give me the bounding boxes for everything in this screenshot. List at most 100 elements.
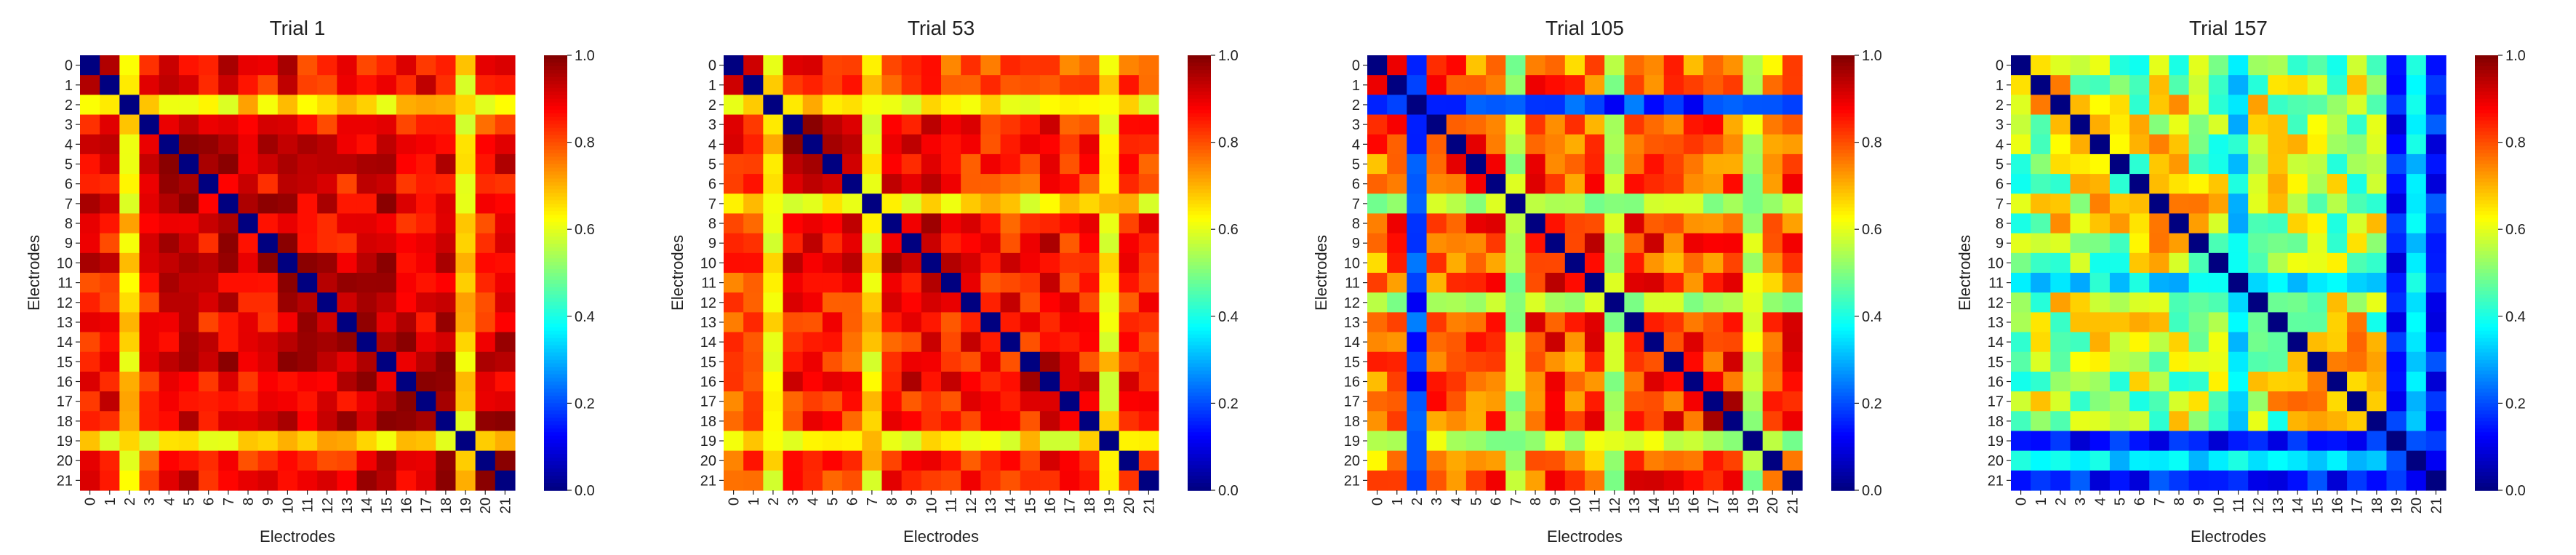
- heatmap-cell: [80, 470, 100, 491]
- colorbar-segment: [1831, 418, 1855, 423]
- colorbar-segment: [2475, 356, 2498, 361]
- heatmap-cell: [2188, 114, 2209, 135]
- colorbar-segment: [544, 255, 567, 259]
- heatmap-cell: [257, 55, 279, 76]
- heatmap-cell: [1683, 450, 1704, 471]
- heatmap-cell: [2406, 292, 2427, 313]
- heatmap-cell: [317, 312, 337, 333]
- x-tick-label: 8: [884, 498, 900, 506]
- heatmap-cell: [1585, 174, 1605, 194]
- heatmap-cell: [822, 470, 843, 491]
- heatmap-cell: [2188, 95, 2209, 116]
- colorbar-segment: [544, 370, 567, 375]
- heatmap-cell: [1426, 193, 1447, 215]
- heatmap-cell: [1723, 252, 1744, 273]
- heatmap-cell: [1138, 114, 1159, 135]
- colorbar-segment: [1831, 200, 1855, 205]
- heatmap-cell: [100, 114, 120, 135]
- heatmap-cell: [1099, 411, 1120, 432]
- heatmap-cell: [2188, 233, 2209, 254]
- heatmap-cell: [2109, 332, 2130, 353]
- heatmap-cell: [238, 193, 259, 215]
- colorbar-segment: [544, 341, 567, 346]
- heatmap-cell: [2031, 312, 2051, 333]
- heatmap-cell: [980, 411, 1001, 432]
- heatmap-cell: [901, 273, 922, 293]
- heatmap-cell: [1119, 273, 1140, 293]
- heatmap-cell: [1703, 174, 1724, 194]
- heatmap-cell: [1644, 134, 1665, 155]
- heatmap-cell: [218, 332, 239, 353]
- heatmap-cell: [2347, 332, 2367, 353]
- y-tick-label: 9: [708, 236, 716, 252]
- heatmap-cell: [941, 75, 961, 95]
- heatmap-cell: [1703, 75, 1724, 95]
- heatmap-cell: [842, 153, 863, 175]
- heatmap-cell: [495, 75, 516, 95]
- heatmap-cell: [178, 134, 199, 155]
- heatmap-cell: [1079, 411, 1100, 432]
- heatmap-cell: [2386, 431, 2407, 452]
- heatmap-cell: [743, 233, 764, 254]
- heatmap-cell: [2169, 213, 2190, 234]
- colorbar-segment: [1188, 84, 1211, 89]
- y-tick-label: 5: [65, 157, 73, 173]
- heatmap-cell: [1743, 55, 1764, 76]
- heatmap-cell: [1407, 332, 1428, 353]
- heatmap-cell: [1486, 153, 1506, 175]
- heatmap-cell: [921, 252, 942, 273]
- heatmap-cell: [1505, 391, 1527, 412]
- heatmap-cell: [842, 332, 863, 353]
- heatmap-cell: [2011, 252, 2031, 273]
- y-tick-label: 18: [1988, 414, 2004, 430]
- heatmap-cell: [1119, 153, 1140, 175]
- heatmap-cell: [396, 174, 417, 194]
- heatmap-cell: [2347, 174, 2367, 194]
- heatmap-cell: [1119, 411, 1140, 432]
- heatmap-cell: [2070, 252, 2091, 273]
- heatmap-cell: [1585, 95, 1605, 116]
- heatmap-cell: [1743, 292, 1764, 313]
- heatmap-cell: [238, 213, 259, 234]
- colorbar-segment: [2475, 138, 2498, 143]
- heatmap-cell: [2228, 174, 2249, 194]
- colorbar-segment: [1831, 290, 1855, 295]
- y-tick-label: 0: [65, 58, 73, 74]
- heatmap-cell: [1782, 351, 1803, 372]
- x-tick-label: 17: [1706, 498, 1722, 514]
- heatmap-cell: [842, 174, 863, 194]
- colorbar-segment: [544, 244, 567, 248]
- heatmap-cell: [941, 273, 961, 293]
- heatmap-cell: [1663, 55, 1684, 76]
- heatmap-cell: [2050, 114, 2071, 135]
- colorbar-segment: [544, 399, 567, 404]
- heatmap-cell: [2109, 273, 2130, 293]
- heatmap-cell: [783, 431, 804, 452]
- heatmap-cell: [2347, 391, 2367, 412]
- colorbar-segment: [544, 363, 567, 368]
- heatmap-cell: [1723, 95, 1744, 116]
- heatmap-cell: [1099, 193, 1120, 215]
- heatmap-cell: [2386, 153, 2407, 175]
- heatmap-cell: [2011, 332, 2031, 353]
- heatmap-cell: [2169, 411, 2190, 432]
- heatmap-cell: [783, 233, 804, 254]
- heatmap-cell: [1407, 153, 1428, 175]
- heatmap-cell: [2425, 174, 2447, 194]
- heatmap-cell: [436, 75, 457, 95]
- heatmap-cell: [2347, 134, 2367, 155]
- heatmap-cell: [356, 371, 377, 392]
- heatmap-cell: [2327, 470, 2348, 491]
- heatmap-cell: [901, 312, 922, 333]
- y-tick-label: 2: [1352, 97, 1360, 113]
- heatmap-cell: [2089, 351, 2111, 372]
- heatmap-cell: [2011, 213, 2031, 234]
- heatmap-cell: [1000, 332, 1021, 353]
- heatmap-cell: [1119, 351, 1140, 372]
- heatmap-cell: [1367, 174, 1388, 194]
- heatmap-cell: [1486, 95, 1506, 116]
- colorbar-segment: [2475, 378, 2498, 383]
- heatmap-cell: [1060, 114, 1080, 135]
- heatmap-cell: [1604, 174, 1625, 194]
- heatmap-cell: [1465, 450, 1487, 471]
